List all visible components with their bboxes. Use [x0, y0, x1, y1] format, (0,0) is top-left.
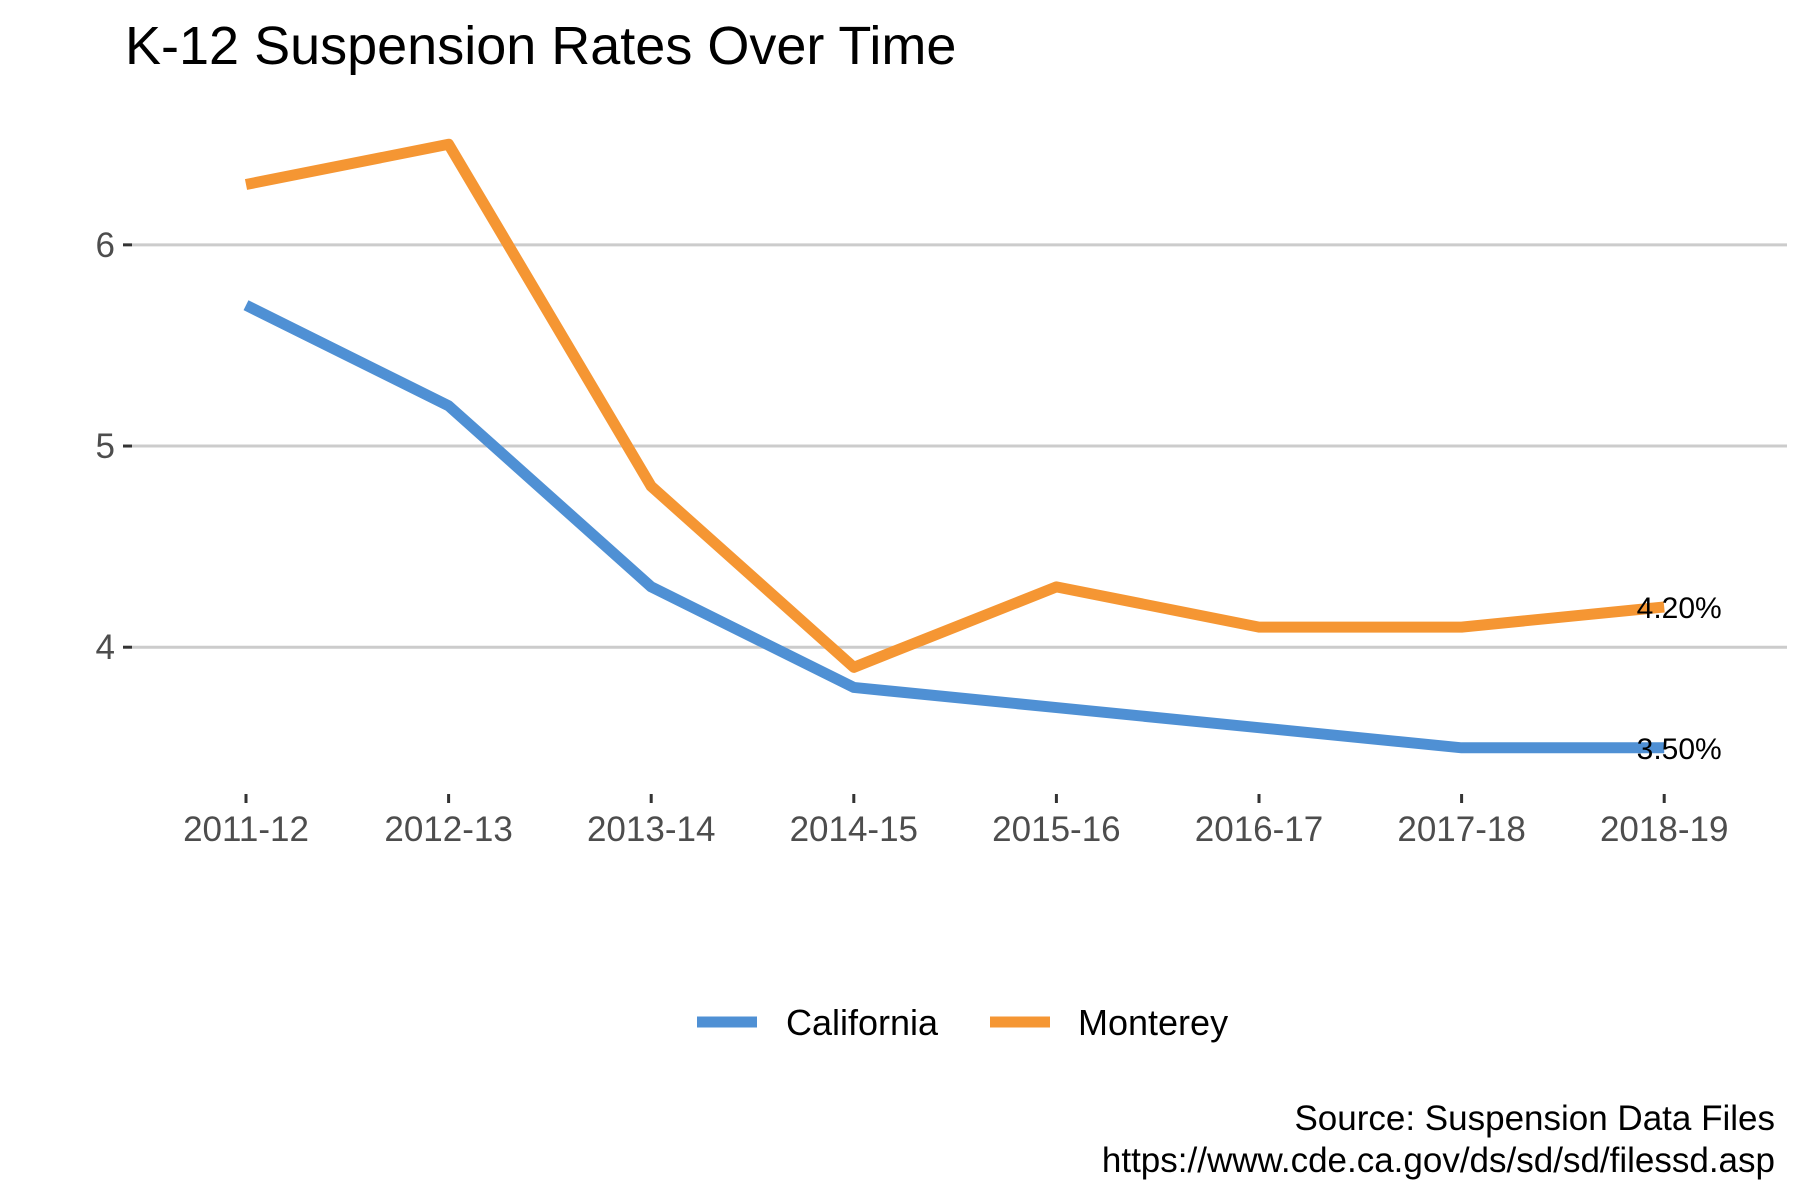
legend-label-monterey: Monterey — [1078, 1002, 1228, 1043]
x-tick-label: 2013-14 — [587, 810, 715, 849]
gridlines — [132, 243, 1787, 649]
x-tick-label: 2016-17 — [1195, 810, 1323, 849]
y-tick-label: 6 — [96, 226, 115, 265]
y-tick-label: 4 — [96, 628, 115, 667]
x-tick-label: 2018-19 — [1600, 810, 1728, 849]
caption-url: https://www.cde.ca.gov/ds/sd/sd/filessd.… — [1102, 1141, 1775, 1180]
x-tick-label: 2014-15 — [790, 810, 918, 849]
x-tick-label: 2017-18 — [1397, 810, 1525, 849]
x-tick-label: 2015-16 — [992, 810, 1120, 849]
series-lines — [243, 138, 1665, 754]
end-label-monterey: 4.20% — [1637, 592, 1722, 625]
x-tick-label: 2012-13 — [384, 810, 512, 849]
legend-label-california: California — [786, 1002, 939, 1043]
end-labels: 3.50% 4.20% — [1637, 592, 1722, 766]
legend: California Monterey — [697, 1002, 1228, 1043]
series-line-california — [243, 300, 1665, 754]
x-tick-label: 2011-12 — [183, 810, 309, 849]
y-tick-label: 5 — [96, 427, 115, 466]
axes: 4 5 6 2011-12 2012-13 2013-14 2014-15 2015-16 20… — [96, 226, 1729, 849]
end-label-california: 3.50% — [1637, 733, 1722, 766]
caption-source: Source: Suspension Data Files — [1294, 1099, 1775, 1138]
chart-title: K-12 Suspension Rates Over Time — [125, 16, 956, 76]
series-line-monterey — [244, 138, 1665, 673]
